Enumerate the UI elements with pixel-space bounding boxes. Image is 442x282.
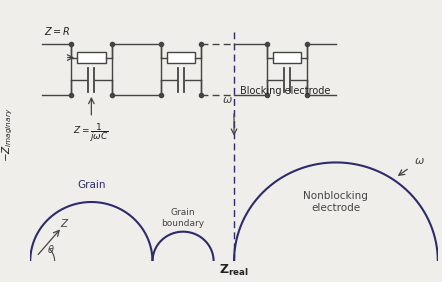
Text: $Z$: $Z$ xyxy=(60,217,70,228)
Text: $\omega$: $\omega$ xyxy=(414,156,424,166)
Text: $Z = \dfrac{1}{j\omega C}$: $Z = \dfrac{1}{j\omega C}$ xyxy=(73,122,109,144)
Text: Grain
boundary: Grain boundary xyxy=(161,208,205,228)
Text: Grain: Grain xyxy=(77,180,106,190)
X-axis label: $\mathbf{Z_{real}}$: $\mathbf{Z_{real}}$ xyxy=(219,263,249,278)
Bar xyxy=(273,52,301,63)
Text: $\omega$: $\omega$ xyxy=(222,95,233,105)
Text: Nonblocking
electrode: Nonblocking electrode xyxy=(304,191,368,213)
Text: $\theta$: $\theta$ xyxy=(47,243,55,255)
Bar xyxy=(167,52,195,63)
Text: Blocking electrode: Blocking electrode xyxy=(240,86,331,96)
Text: $Z = R$: $Z = R$ xyxy=(45,25,71,37)
Text: $-Z_{imaginary}$: $-Z_{imaginary}$ xyxy=(0,107,15,162)
Bar xyxy=(77,52,106,63)
